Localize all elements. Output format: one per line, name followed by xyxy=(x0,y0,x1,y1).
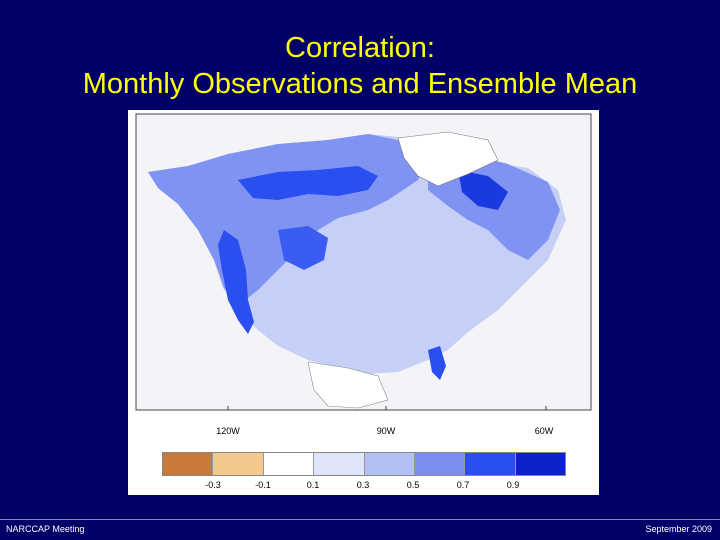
correlation-map-panel: 120W 90W 60W -0.3 -0.1 0.1 0.3 0.5 0.7 0… xyxy=(128,110,599,495)
colorbar-label: 0.7 xyxy=(456,480,470,490)
region-white-south xyxy=(307,361,389,409)
colorbar-swatch xyxy=(515,453,565,475)
region-white-greenland xyxy=(397,131,499,187)
region-florida xyxy=(428,346,446,380)
colorbar-swatch xyxy=(213,453,264,475)
colorbar xyxy=(162,452,566,476)
colorbar-swatch xyxy=(465,453,516,475)
correlation-map xyxy=(135,113,592,411)
lon-tick-120w: 120W xyxy=(216,426,240,436)
footer-right-text: September 2009 xyxy=(645,524,712,534)
footer-divider xyxy=(0,519,720,520)
title-line-2: Monthly Observations and Ensemble Mean xyxy=(82,68,638,100)
colorbar-label: -0.3 xyxy=(205,480,221,490)
colorbar-swatch xyxy=(163,453,214,475)
region-north-dark xyxy=(238,166,378,200)
region-pacific-coast xyxy=(218,230,254,334)
colorbar-swatch xyxy=(263,453,315,475)
lon-tick-60w: 60W xyxy=(534,426,554,436)
colorbar-label: 0.5 xyxy=(406,480,420,490)
footer-left-text: NARCCAP Meeting xyxy=(6,524,85,534)
slide-title: Correlation: Monthly Observations and En… xyxy=(0,30,720,102)
colorbar-label: 0.3 xyxy=(356,480,370,490)
lon-tick-90w: 90W xyxy=(376,426,396,436)
colorbar-label: -0.1 xyxy=(255,480,271,490)
region-east-dark xyxy=(458,170,508,210)
colorbar-swatch xyxy=(414,453,466,475)
title-line-1: Correlation: xyxy=(285,32,435,64)
colorbar-swatch xyxy=(314,453,365,475)
region-central-dark xyxy=(278,226,328,270)
colorbar-label: 0.1 xyxy=(306,480,320,490)
colorbar-swatch xyxy=(364,453,415,475)
colorbar-label: 0.9 xyxy=(506,480,520,490)
